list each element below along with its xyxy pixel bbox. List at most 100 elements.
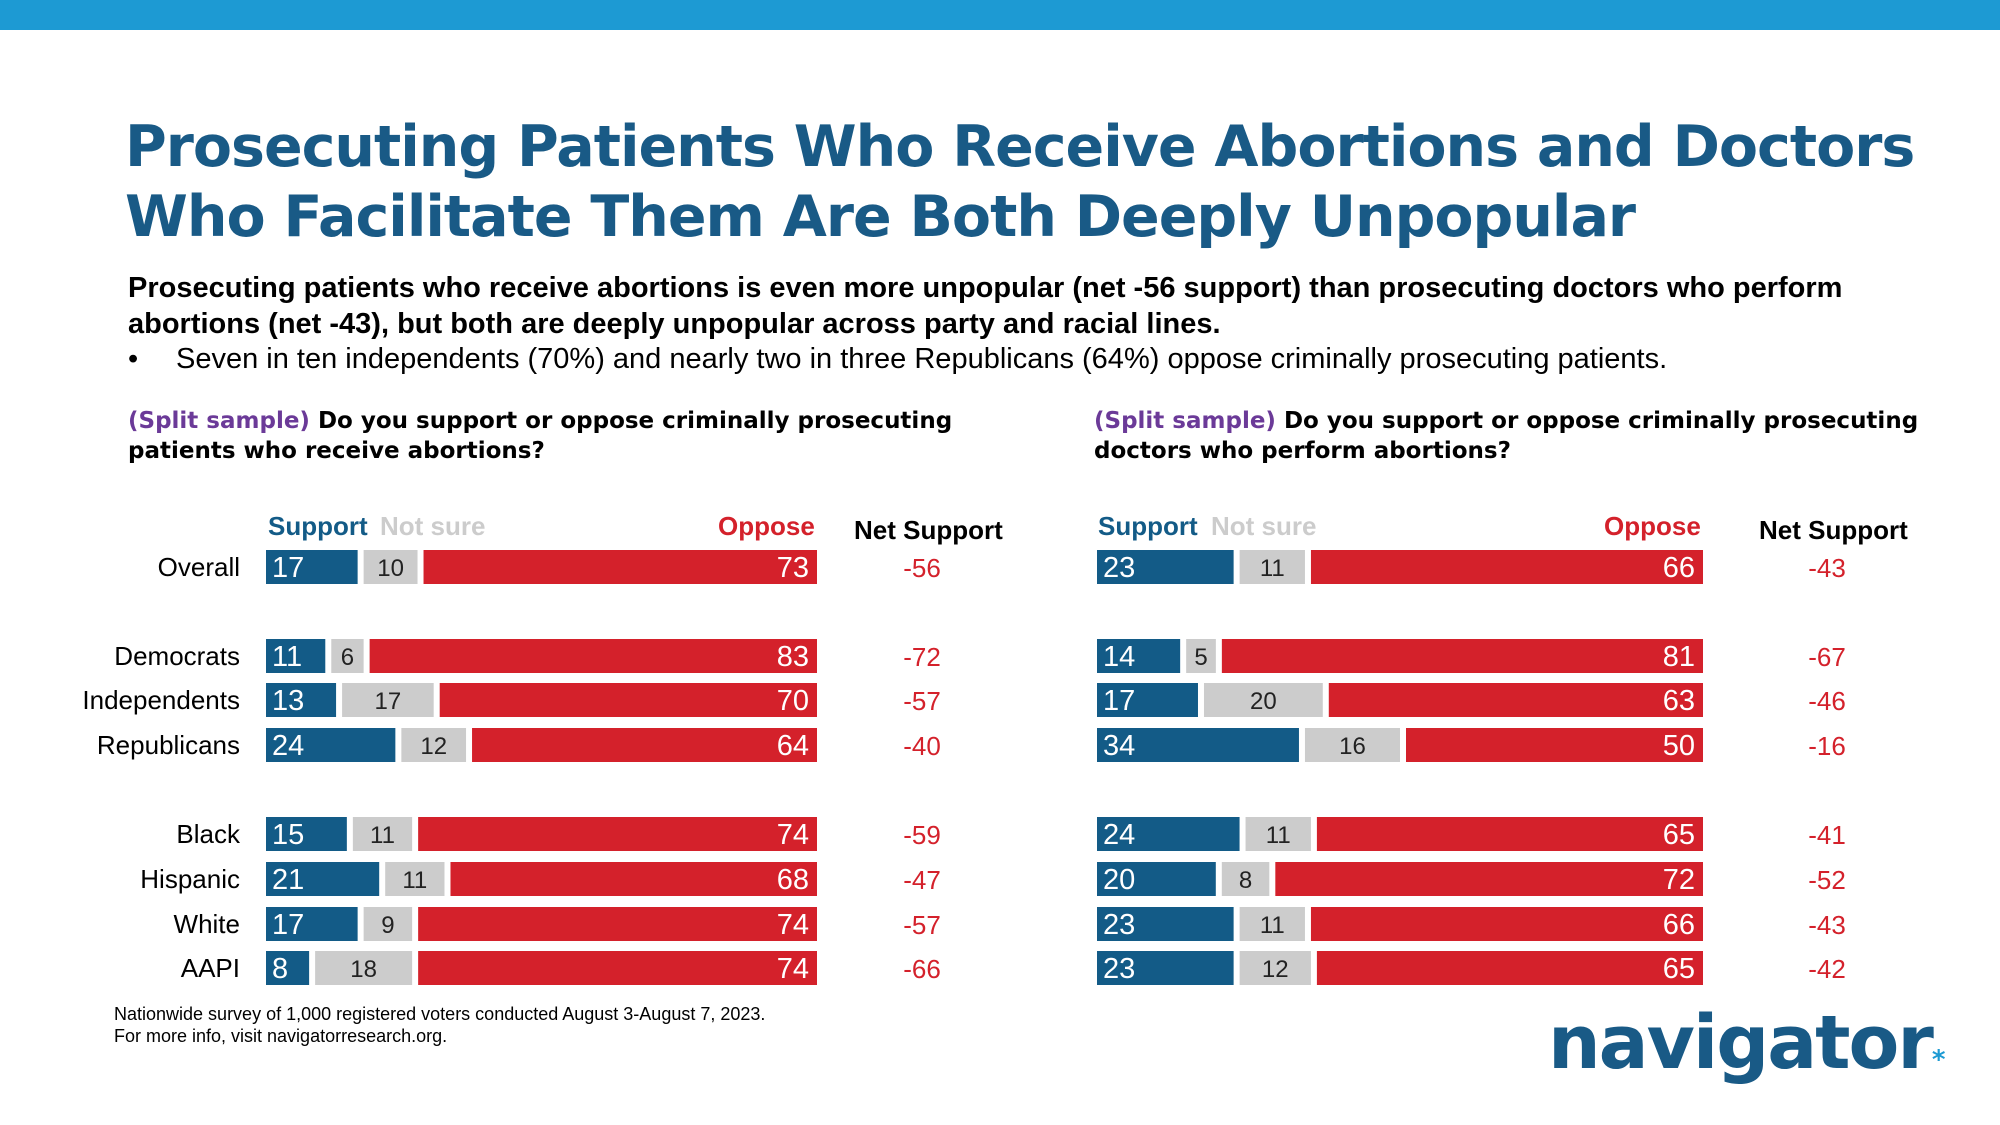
left-bar-support-hispanic [266, 862, 380, 896]
left-label-oppose-hispanic: 68 [777, 864, 809, 896]
right-label-oppose-overall: 66 [1663, 552, 1695, 584]
right-question-text: Do you support or oppose criminally pros… [1094, 408, 1919, 464]
right-net-independents: -46 [1808, 686, 1846, 716]
left-legend-not-sure: Not sure [380, 511, 486, 541]
left-label-oppose-black: 74 [777, 819, 809, 851]
left-bar-oppose-hispanic [450, 862, 817, 896]
left-net-black: -59 [903, 820, 941, 850]
left-bar-support-white [266, 907, 358, 941]
row-label-white: White [173, 909, 240, 939]
left-bar-oppose-black [418, 817, 817, 851]
footnote-line-1: Nationwide survey of 1,000 registered vo… [114, 1004, 766, 1024]
left-question-text: Do you support or oppose criminally pros… [128, 408, 953, 464]
right-bar-support-republicans [1097, 728, 1299, 762]
right-net-white: -43 [1808, 910, 1846, 940]
right-label-not-sure-democrats: 5 [1194, 644, 1207, 671]
left-bar-support-republicans [266, 728, 396, 762]
right-bar-oppose-aapi [1316, 951, 1703, 985]
left-label-oppose-overall: 73 [777, 552, 809, 584]
footnote: Nationwide survey of 1,000 registered vo… [114, 1003, 1014, 1047]
left-label-support-black: 15 [272, 819, 304, 851]
left-bar-oppose-republicans [472, 728, 817, 762]
left-label-not-sure-democrats: 6 [341, 644, 354, 671]
right-legend-support: Support [1098, 511, 1198, 541]
left-bar-oppose-independents [439, 683, 817, 717]
right-bar-not-sure-black [1245, 817, 1311, 851]
right-label-not-sure-independents: 20 [1250, 688, 1277, 715]
right-label-not-sure-republicans: 16 [1339, 733, 1366, 760]
right-legend-oppose: Oppose [1604, 511, 1701, 541]
right-label-support-democrats: 14 [1103, 641, 1135, 673]
navigator-logo: navigator* [1548, 998, 1945, 1105]
left-bar-oppose-democrats [369, 639, 817, 673]
left-net-independents: -57 [903, 686, 941, 716]
left-label-support-democrats: 11 [272, 641, 302, 673]
left-label-support-independents: 13 [272, 685, 304, 717]
right-label-support-independents: 17 [1103, 685, 1135, 717]
right-bar-oppose-independents [1328, 683, 1703, 717]
right-label-not-sure-overall: 11 [1260, 555, 1285, 582]
left-label-not-sure-overall: 10 [377, 555, 404, 582]
right-bar-not-sure-overall [1239, 550, 1305, 584]
right-net-overall: -43 [1808, 553, 1846, 583]
left-label-oppose-republicans: 64 [777, 730, 809, 762]
row-label-hispanic: Hispanic [140, 864, 240, 894]
right-label-oppose-independents: 63 [1663, 685, 1695, 717]
right-legend-not-sure: Not sure [1211, 511, 1317, 541]
left-bar-not-sure-republicans [401, 728, 467, 762]
left-label-oppose-aapi: 74 [777, 953, 809, 985]
right-label-not-sure-hispanic: 8 [1239, 867, 1252, 894]
right-bar-support-aapi [1097, 951, 1234, 985]
left-bar-support-black [266, 817, 347, 851]
row-label-aapi: AAPI [180, 953, 240, 983]
right-bar-support-overall [1097, 550, 1234, 584]
left-net-support-header: Net Support [854, 515, 1003, 545]
left-bar-not-sure-independents [342, 683, 434, 717]
left-label-support-overall: 17 [272, 552, 304, 584]
right-label-support-white: 23 [1103, 909, 1135, 941]
right-bar-oppose-hispanic [1275, 862, 1703, 896]
left-label-not-sure-republicans: 12 [420, 733, 447, 760]
right-label-not-sure-white: 11 [1260, 912, 1285, 939]
logo-star-icon: * [1931, 1045, 1946, 1075]
left-bar-not-sure-overall [363, 550, 418, 584]
row-label-black: Black [176, 819, 240, 849]
right-net-democrats: -67 [1808, 642, 1846, 672]
right-label-not-sure-aapi: 12 [1262, 956, 1289, 983]
left-label-support-republicans: 24 [272, 730, 304, 762]
subtitle: Prosecuting patients who receive abortio… [128, 272, 1843, 340]
row-label-overall: Overall [157, 552, 240, 582]
left-label-support-aapi: 8 [272, 953, 288, 985]
row-label-republicans: Republicans [96, 730, 240, 760]
left-bar-support-overall [266, 550, 358, 584]
right-bar-not-sure-aapi [1239, 951, 1311, 985]
left-label-not-sure-black: 11 [370, 822, 395, 849]
right-bar-support-white [1097, 907, 1234, 941]
top-accent-bar [0, 0, 2000, 30]
left-label-support-white: 17 [272, 909, 304, 941]
left-bar-oppose-white [418, 907, 817, 941]
page-title: Prosecuting Patients Who Receive Abortio… [125, 114, 1915, 250]
right-label-oppose-white: 66 [1663, 909, 1695, 941]
row-label-independents: Independents [82, 685, 240, 715]
right-label-oppose-hispanic: 72 [1663, 864, 1695, 896]
left-legend-oppose: Oppose [718, 511, 815, 541]
left-net-aapi: -66 [903, 954, 941, 984]
left-label-oppose-independents: 70 [777, 685, 809, 717]
right-bar-not-sure-independents [1203, 683, 1323, 717]
left-label-not-sure-aapi: 18 [350, 956, 377, 983]
right-label-support-overall: 23 [1103, 552, 1135, 584]
right-bar-not-sure-white [1239, 907, 1305, 941]
right-question: (Split sample) Do you support or oppose … [1094, 406, 1994, 466]
left-net-white: -57 [903, 910, 941, 940]
right-bar-oppose-black [1316, 817, 1703, 851]
right-net-hispanic: -52 [1808, 865, 1846, 895]
right-bar-support-democrats [1097, 639, 1181, 673]
right-net-republicans: -16 [1808, 731, 1846, 761]
bullet-text: Seven in ten independents (70%) and near… [176, 343, 1668, 375]
left-label-oppose-democrats: 83 [777, 641, 809, 673]
left-question: (Split sample) Do you support or oppose … [128, 406, 1028, 466]
right-label-support-aapi: 23 [1103, 953, 1135, 985]
left-bar-oppose-aapi [418, 951, 817, 985]
